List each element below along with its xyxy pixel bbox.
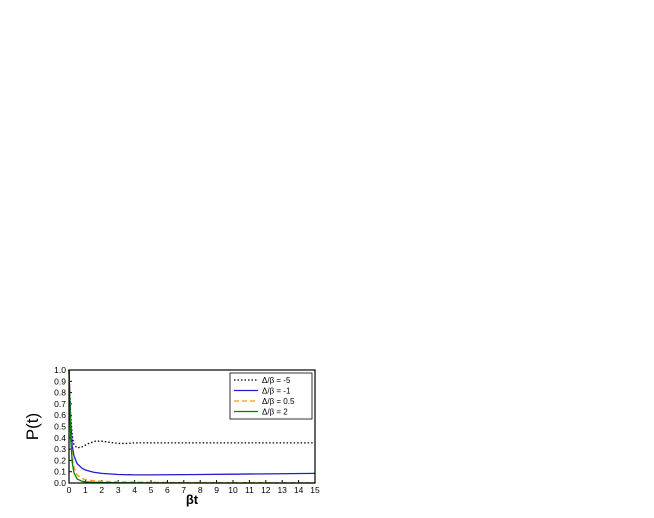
y-tick-label: 1.0: [54, 365, 66, 375]
legend-label-2: Δ/β = 0.5: [262, 397, 295, 406]
x-tick-label: 7: [181, 485, 186, 495]
y-tick-label: 0.1: [54, 467, 66, 477]
legend-label-0: Δ/β = -5: [262, 376, 291, 385]
x-tick-label: 6: [165, 485, 170, 495]
y-axis-label: P(t): [23, 413, 42, 440]
series-line-1: [68, 369, 316, 476]
y-tick-label: 0.8: [54, 388, 66, 398]
y-tick-label: 0.7: [54, 399, 66, 409]
x-tick-label: 11: [245, 485, 254, 495]
x-tick-label: 5: [149, 485, 154, 495]
y-tick-label: 0.3: [54, 444, 66, 454]
x-tick-label: 0: [67, 485, 72, 495]
x-tick-label: 12: [261, 485, 271, 495]
y-tick-label: 0.5: [54, 422, 66, 432]
x-tick-label: 9: [214, 485, 219, 495]
y-tick-label: 0.4: [54, 433, 66, 443]
y-tick-label: 0.2: [54, 455, 66, 465]
y-tick-label: 0.6: [54, 410, 66, 420]
x-tick-label: 1: [83, 485, 88, 495]
legend: Δ/β = -5 Δ/β = -1Δ/β = 0.5 Δ/β = 2: [229, 372, 313, 420]
x-tick-label: 2: [99, 485, 104, 495]
x-tick-label: 15: [310, 485, 320, 495]
y-tick-label: 0.9: [54, 376, 66, 386]
x-tick-label: 8: [198, 485, 203, 495]
x-tick-label: 3: [116, 485, 121, 495]
plot-frame: [68, 369, 316, 484]
x-tick-label: 10: [228, 485, 238, 495]
x-axis-label: βt: [186, 492, 199, 507]
x-tick-label: 4: [132, 485, 137, 495]
legend-label-3: Δ/β = 2: [262, 408, 288, 417]
legend-label-1: Δ/β = -1: [262, 387, 291, 396]
x-tick-label: 14: [294, 485, 304, 495]
y-tick-label: 0.0: [54, 478, 66, 488]
series-line-0: [68, 369, 315, 449]
x-tick-label: 13: [277, 485, 287, 495]
